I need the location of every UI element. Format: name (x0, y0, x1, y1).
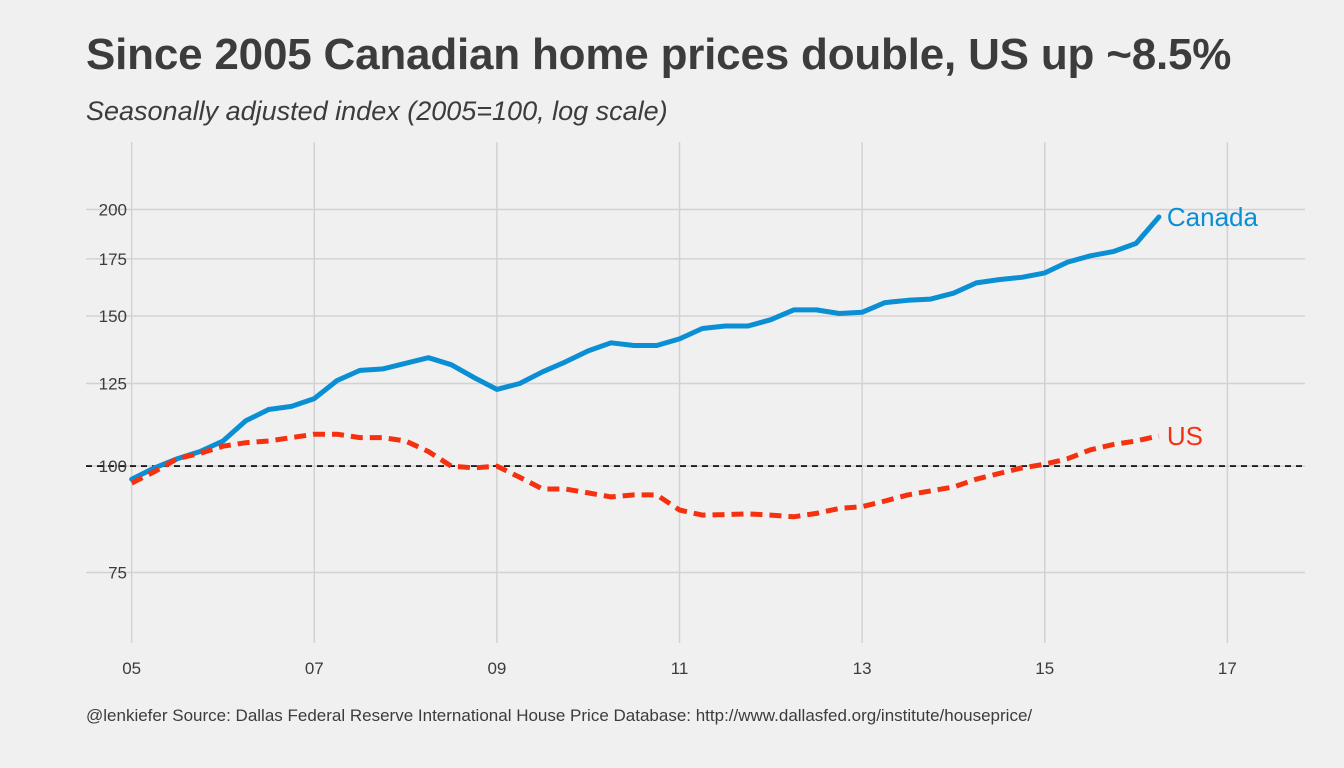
x-tick-label: 15 (1035, 659, 1054, 678)
x-tick-label: 17 (1218, 659, 1237, 678)
y-tick-label: 75 (108, 564, 127, 583)
y-tick-label: 200 (99, 200, 127, 219)
series-end-labels: Canada US (1167, 202, 1259, 451)
series-label-canada: Canada (1167, 202, 1259, 232)
series-label-us: US (1167, 421, 1203, 451)
x-tick-label: 11 (671, 659, 689, 678)
x-tick-label: 05 (122, 659, 141, 678)
series-line-us (130, 431, 1160, 520)
series-line-canada (129, 214, 1162, 482)
x-tick-label: 07 (305, 659, 324, 678)
x-gridlines (130, 142, 1229, 643)
y-tick-label: 125 (99, 374, 127, 393)
y-tick-label: 175 (99, 250, 127, 269)
y-tick-label: 100 (99, 457, 127, 476)
chart-caption: @lenkiefer Source: Dallas Federal Reserv… (86, 706, 1033, 725)
y-axis-tick-labels: 75 100 125 150 175 200 (99, 200, 127, 582)
chart-title: Since 2005 Canadian home prices double, … (86, 30, 1232, 79)
chart-subtitle: Seasonally adjusted index (2005=100, log… (86, 96, 668, 126)
y-tick-label: 150 (99, 307, 127, 326)
x-axis-tick-labels: 05 07 09 11 13 15 17 (122, 659, 1237, 678)
series-lines (129, 214, 1162, 520)
x-tick-label: 09 (487, 659, 506, 678)
x-tick-label: 13 (853, 659, 872, 678)
y-gridlines (86, 208, 1305, 574)
